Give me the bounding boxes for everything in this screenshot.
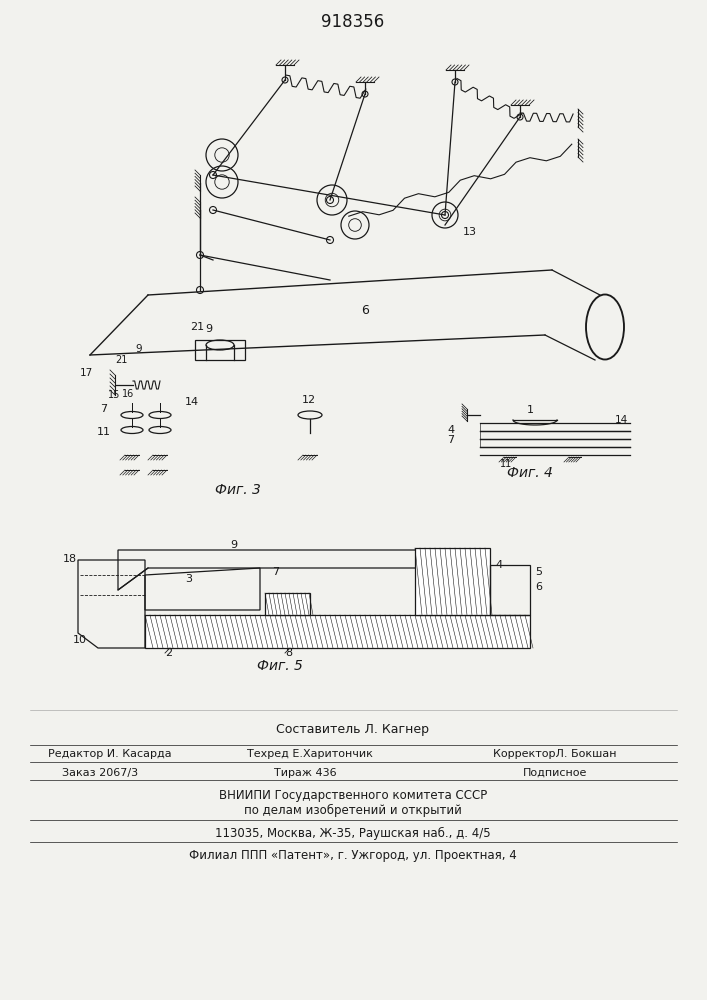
Text: 7: 7 bbox=[100, 404, 107, 414]
Text: Фиг. 3: Фиг. 3 bbox=[215, 483, 261, 497]
Text: 17: 17 bbox=[80, 368, 93, 378]
Text: 5: 5 bbox=[535, 567, 542, 577]
Text: 11: 11 bbox=[97, 427, 111, 437]
Text: 21: 21 bbox=[115, 355, 127, 365]
Text: 14: 14 bbox=[615, 415, 629, 425]
Text: 14: 14 bbox=[185, 397, 199, 407]
Text: 10: 10 bbox=[73, 635, 87, 645]
Text: 9: 9 bbox=[205, 324, 212, 334]
Text: 113035, Москва, Ж-35, Раушская наб., д. 4/5: 113035, Москва, Ж-35, Раушская наб., д. … bbox=[215, 826, 491, 840]
Text: 9: 9 bbox=[135, 344, 141, 354]
Text: 4: 4 bbox=[447, 425, 454, 435]
Text: 15: 15 bbox=[108, 390, 120, 400]
Text: 18: 18 bbox=[63, 554, 77, 564]
Text: Редактор И. Касарда: Редактор И. Касарда bbox=[48, 749, 172, 759]
Text: 8: 8 bbox=[285, 648, 292, 658]
Text: Заказ 2067/3: Заказ 2067/3 bbox=[62, 768, 138, 778]
Text: Фиг. 5: Фиг. 5 bbox=[257, 659, 303, 673]
Text: КорректорЛ. Бокшан: КорректорЛ. Бокшан bbox=[493, 749, 617, 759]
Text: 9: 9 bbox=[230, 540, 237, 550]
Text: 6: 6 bbox=[361, 304, 369, 316]
Polygon shape bbox=[145, 615, 530, 648]
Text: 6: 6 bbox=[535, 582, 542, 592]
Text: 11: 11 bbox=[500, 459, 513, 469]
Text: Тираж 436: Тираж 436 bbox=[274, 768, 337, 778]
Polygon shape bbox=[265, 593, 310, 615]
Text: ВНИИПИ Государственного комитета СССР: ВНИИПИ Государственного комитета СССР bbox=[219, 788, 487, 802]
Text: 2: 2 bbox=[165, 648, 172, 658]
Text: 21: 21 bbox=[190, 322, 204, 332]
Text: 3: 3 bbox=[185, 574, 192, 584]
Text: 16: 16 bbox=[122, 389, 134, 399]
Text: Филиал ППП «Патент», г. Ужгород, ул. Проектная, 4: Филиал ППП «Патент», г. Ужгород, ул. Про… bbox=[189, 848, 517, 861]
Text: 7: 7 bbox=[447, 435, 454, 445]
Text: 1: 1 bbox=[527, 405, 534, 415]
Text: 4: 4 bbox=[495, 560, 502, 570]
Text: Фиг. 4: Фиг. 4 bbox=[507, 466, 553, 480]
Text: 7: 7 bbox=[272, 567, 279, 577]
Text: 13: 13 bbox=[463, 227, 477, 237]
Bar bbox=[195, 340, 245, 360]
Text: Техред Е.Харитончик: Техред Е.Харитончик bbox=[247, 749, 373, 759]
Text: 918356: 918356 bbox=[322, 13, 385, 31]
Polygon shape bbox=[415, 548, 490, 615]
Text: 12: 12 bbox=[302, 395, 316, 405]
Text: Составитель Л. Кагнер: Составитель Л. Кагнер bbox=[276, 724, 429, 736]
Text: Подписное: Подписное bbox=[522, 768, 588, 778]
Text: по делам изобретений и открытий: по делам изобретений и открытий bbox=[244, 803, 462, 817]
